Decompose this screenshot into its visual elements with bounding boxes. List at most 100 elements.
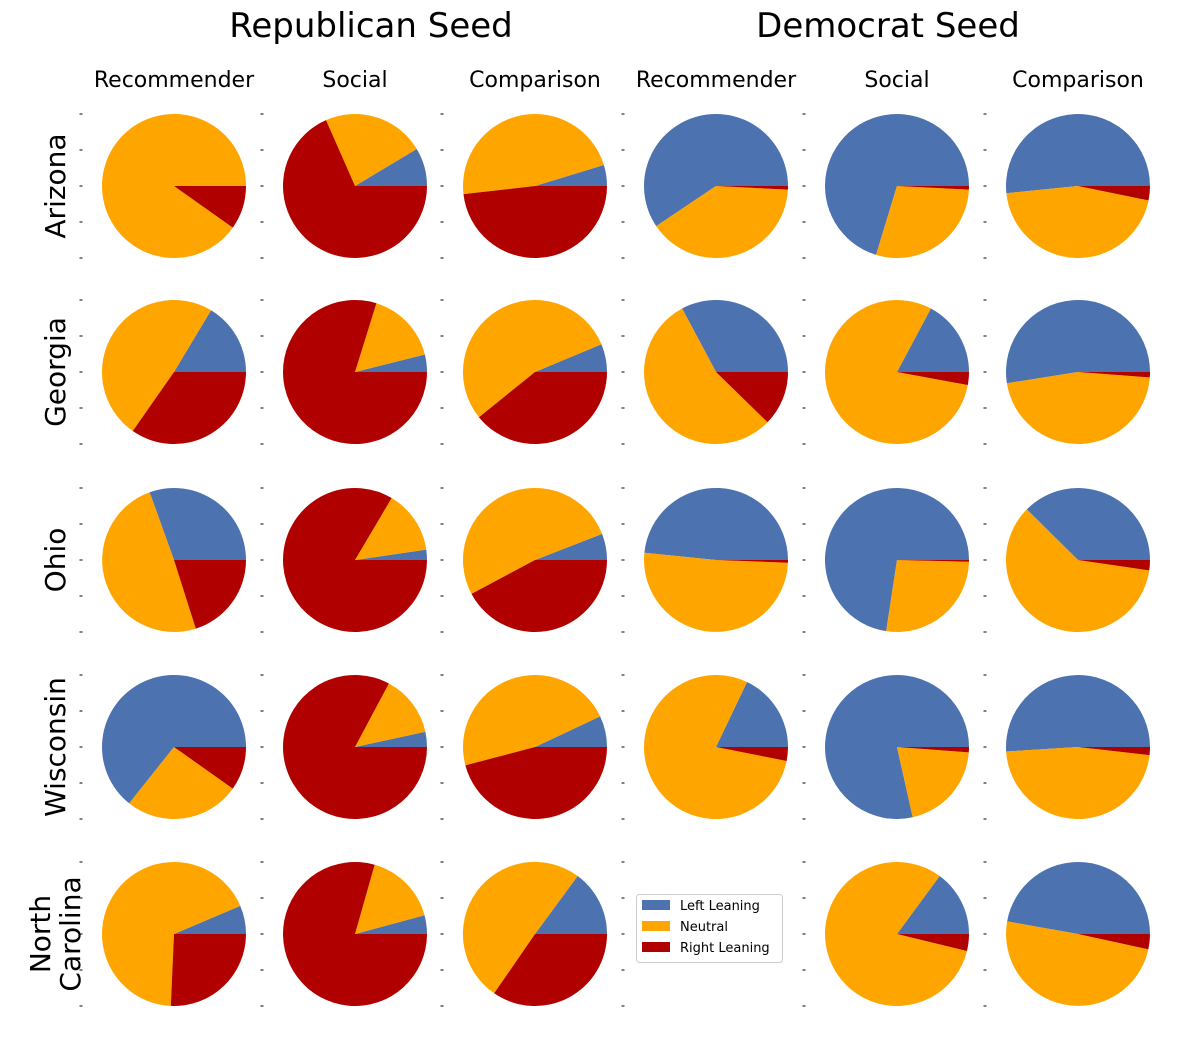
pie-arizona-democrat-seed-social <box>825 113 970 258</box>
pie-slice-right-leaning <box>716 186 788 190</box>
pie-slice-neutral <box>1006 186 1149 259</box>
column-title-republican-seed-recommender: Recommender <box>94 68 255 93</box>
pie-ohio-republican-seed-comparison <box>462 487 607 632</box>
pie-slice-left-leaning <box>897 308 969 372</box>
pie-slice-right-leaning <box>897 186 969 190</box>
pie-slice-left-leaning <box>897 876 969 934</box>
pie-slice-neutral <box>325 113 417 186</box>
pie-slice-right-leaning <box>716 372 788 423</box>
pie-slice-right-leaning <box>465 747 607 819</box>
pie-georgia-democrat-seed-recommender <box>643 300 788 445</box>
pie-slice-left-leaning <box>174 905 247 934</box>
pie-slice-right-leaning <box>897 560 970 562</box>
pie-wisconsin-democrat-seed-recommender <box>644 675 788 820</box>
pie-slice-left-leaning <box>174 310 246 372</box>
pie-wisconsin-republican-seed-comparison <box>463 675 607 819</box>
pie-georgia-republican-seed-recommender <box>101 299 246 445</box>
pie-slice-left-leaning <box>102 674 247 804</box>
pie-slice-right-leaning <box>174 747 246 789</box>
pie-slice-left-leaning <box>149 488 246 560</box>
column-title-democrat-seed-comparison: Comparison <box>1012 68 1144 93</box>
pie-arizona-democrat-seed-comparison <box>1006 114 1150 259</box>
pie-slice-neutral <box>463 675 601 766</box>
pie-slice-neutral <box>876 186 969 258</box>
pie-arizona-republican-seed-comparison <box>463 114 607 259</box>
pie-slice-neutral <box>102 861 241 1006</box>
pie-slice-right-leaning <box>897 934 969 952</box>
pie-slice-right-leaning <box>494 934 607 1006</box>
pie-slice-neutral <box>462 487 603 594</box>
column-title-republican-seed-comparison: Comparison <box>469 68 601 93</box>
pie-slice-neutral <box>102 492 196 632</box>
pie-slice-right-leaning <box>471 560 607 632</box>
pie-slice-left-leaning <box>644 114 788 227</box>
pie-slice-left-leaning <box>355 549 427 560</box>
pie-north-carolina-republican-seed-comparison <box>462 861 607 1006</box>
pie-slice-left-leaning <box>355 915 427 934</box>
pie-arizona-democrat-seed-recommender <box>644 114 788 259</box>
pie-slice-right-leaning <box>716 560 788 563</box>
pie-slice-neutral <box>644 675 787 820</box>
pie-ohio-democrat-seed-recommender <box>644 487 788 632</box>
pie-slice-neutral <box>1006 372 1150 445</box>
pie-slice-left-leaning <box>1006 299 1150 384</box>
pie-slice-left-leaning <box>716 682 788 747</box>
pie-slice-left-leaning <box>535 344 607 372</box>
pie-slice-right-leaning <box>478 372 607 444</box>
pie-slice-neutral <box>886 560 969 632</box>
pie-wisconsin-democrat-seed-social <box>825 675 969 820</box>
pie-slice-neutral <box>1006 747 1150 820</box>
legend-label-neutral: Neutral <box>680 920 728 935</box>
pie-slice-neutral <box>355 864 425 934</box>
pie-north-carolina-democrat-seed-social <box>825 862 969 1007</box>
column-title-republican-seed-social: Social <box>322 68 387 93</box>
pie-slice-right-leaning <box>283 299 427 444</box>
pie-slice-left-leaning <box>535 716 607 747</box>
group-title-democrat-seed: Democrat Seed <box>756 6 1020 46</box>
pie-north-carolina-republican-seed-social <box>283 861 427 1006</box>
pie-slice-neutral <box>1006 921 1149 1006</box>
pie-slice-left-leaning <box>355 148 427 186</box>
pie-ohio-republican-seed-recommender <box>102 488 246 632</box>
pie-slice-left-leaning <box>824 487 969 632</box>
pie-slice-neutral <box>897 747 969 818</box>
pie-slice-right-leaning <box>463 186 607 259</box>
pie-slice-neutral <box>643 308 768 445</box>
group-title-republican-seed: Republican Seed <box>229 6 513 46</box>
pie-slice-right-leaning <box>1078 747 1150 756</box>
legend-label-left-leaning: Left Leaning <box>680 899 760 914</box>
pie-slice-right-leaning <box>283 675 427 820</box>
pie-slice-right-leaning <box>170 934 246 1006</box>
pie-ohio-democrat-seed-comparison <box>1006 488 1150 633</box>
pie-slice-left-leaning <box>825 113 970 255</box>
pie-wisconsin-democrat-seed-comparison <box>1005 675 1150 820</box>
pie-north-carolina-republican-seed-recommender <box>102 861 247 1006</box>
pie-slice-left-leaning <box>1006 114 1150 194</box>
row-title-line: North <box>24 895 57 973</box>
column-title-democrat-seed-recommender: Recommender <box>636 68 797 93</box>
pie-slice-neutral <box>355 303 425 372</box>
pie-slice-neutral <box>129 747 233 820</box>
pie-slice-right-leaning <box>174 560 246 629</box>
legend-swatch-left-leaning <box>642 900 670 910</box>
pie-slice-right-leaning <box>283 861 427 1006</box>
pie-slice-right-leaning <box>1078 186 1150 201</box>
legend-swatch-right-leaning <box>642 942 670 952</box>
pie-slice-left-leaning <box>535 165 607 186</box>
pie-slice-neutral <box>463 114 604 195</box>
pie-georgia-democrat-seed-social <box>825 300 969 445</box>
pie-slice-right-leaning <box>716 747 788 761</box>
legend: Left Leaning Neutral Right Leaning <box>636 894 783 963</box>
column-title-democrat-seed-social: Social <box>864 68 929 93</box>
pie-georgia-republican-seed-social <box>283 299 427 444</box>
pie-slice-right-leaning <box>132 372 246 445</box>
pie-arizona-republican-seed-social <box>283 113 427 258</box>
pie-slice-left-leaning <box>535 876 607 934</box>
pie-wisconsin-republican-seed-social <box>283 675 427 820</box>
pie-ohio-democrat-seed-social <box>824 487 970 632</box>
pie-slice-left-leaning <box>355 731 427 747</box>
pie-slice-left-leaning <box>1026 488 1150 560</box>
pie-ohio-republican-seed-social <box>283 488 427 633</box>
pie-slice-left-leaning <box>644 487 788 560</box>
